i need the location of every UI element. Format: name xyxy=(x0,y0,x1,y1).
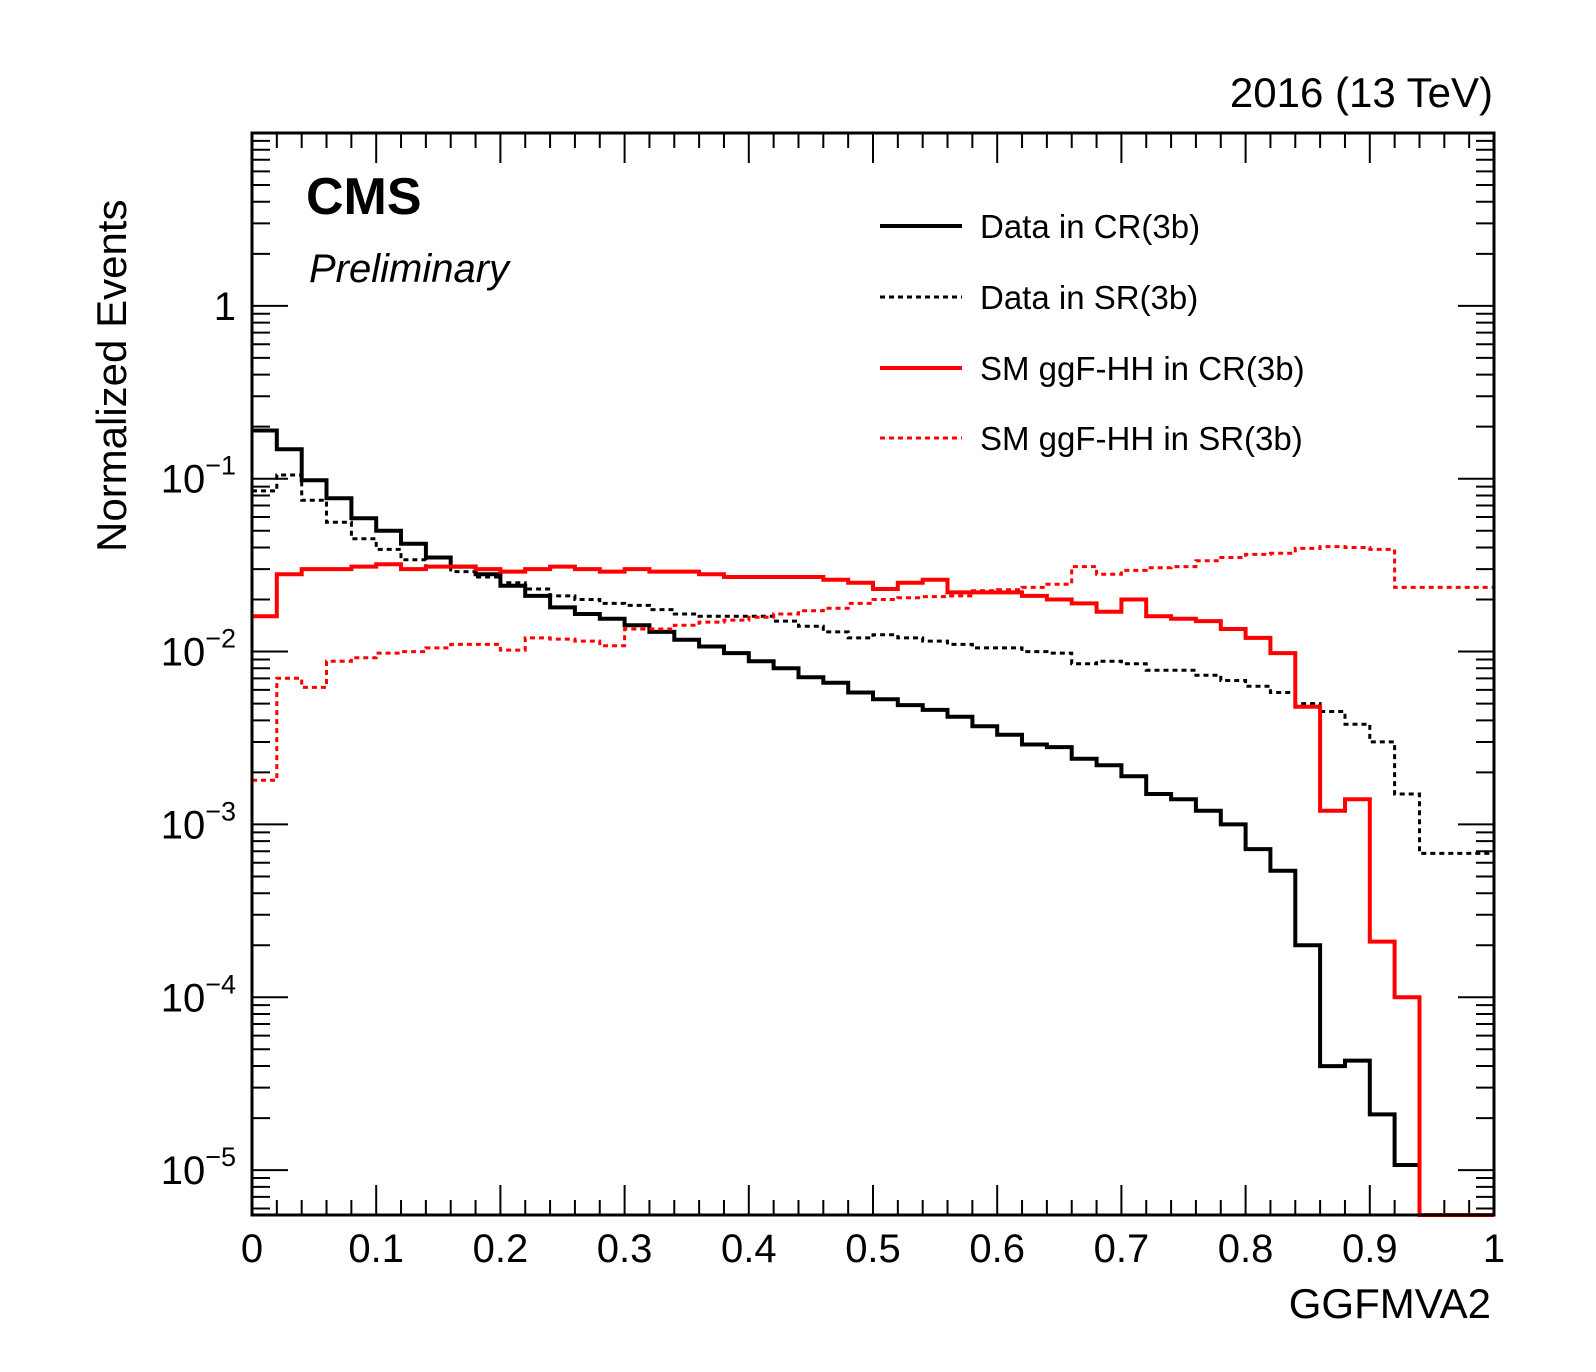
x-tick-label: 0 xyxy=(241,1227,263,1271)
x-tick-label: 0.8 xyxy=(1218,1227,1274,1271)
x-tick-labels: 0 0.1 0.2 0.3 0.4 0.5 0.6 0.7 0.8 0.9 1 xyxy=(241,1227,1505,1271)
series-line-4 xyxy=(252,545,1494,782)
y-tick-label: 10−5 xyxy=(161,1142,236,1193)
preliminary-label: Preliminary xyxy=(309,247,512,291)
legend-label-2: Data in SR(3b) xyxy=(980,279,1198,316)
x-tick-label: 0.3 xyxy=(597,1227,653,1271)
series-line-2 xyxy=(252,473,1494,855)
x-tick-label: 0.4 xyxy=(721,1227,777,1271)
plot-frame xyxy=(250,131,1496,1217)
x-tick-label: 0.7 xyxy=(1094,1227,1150,1271)
y-tick-label: 10−4 xyxy=(161,969,236,1020)
x-tick-label: 1 xyxy=(1483,1227,1505,1271)
legend-label-4: SM ggF-HH in SR(3b) xyxy=(980,420,1303,457)
x-axis-title: GGFMVA2 xyxy=(1289,1280,1491,1327)
lumi-label: 2016 (13 TeV) xyxy=(1230,69,1493,116)
x-tick-label: 0.1 xyxy=(348,1227,404,1271)
y-tick-label: 10−3 xyxy=(161,796,236,847)
x-tick-label: 0.6 xyxy=(969,1227,1025,1271)
legend-label-1: Data in CR(3b) xyxy=(980,208,1200,245)
legend-label-3: SM ggF-HH in CR(3b) xyxy=(980,350,1305,387)
cms-label: CMS xyxy=(306,168,422,226)
axis-ticks xyxy=(251,132,1495,1215)
plot-series xyxy=(252,428,1494,1217)
y-axis-title: Normalized Events xyxy=(88,200,135,552)
series-line-3 xyxy=(252,562,1494,1217)
y-tick-label: 10−2 xyxy=(161,624,236,675)
y-tick-label: 10−1 xyxy=(161,451,236,502)
y-tick-label: 1 xyxy=(214,285,236,329)
x-tick-label: 0.9 xyxy=(1342,1227,1398,1271)
x-tick-label: 0.5 xyxy=(845,1227,901,1271)
y-tick-labels: 10−5 10−4 10−3 10−2 10−1 1 xyxy=(161,285,236,1193)
legend: Data in CR(3b) Data in SR(3b) SM ggF-HH in… xyxy=(880,208,1305,457)
x-tick-label: 0.2 xyxy=(473,1227,529,1271)
